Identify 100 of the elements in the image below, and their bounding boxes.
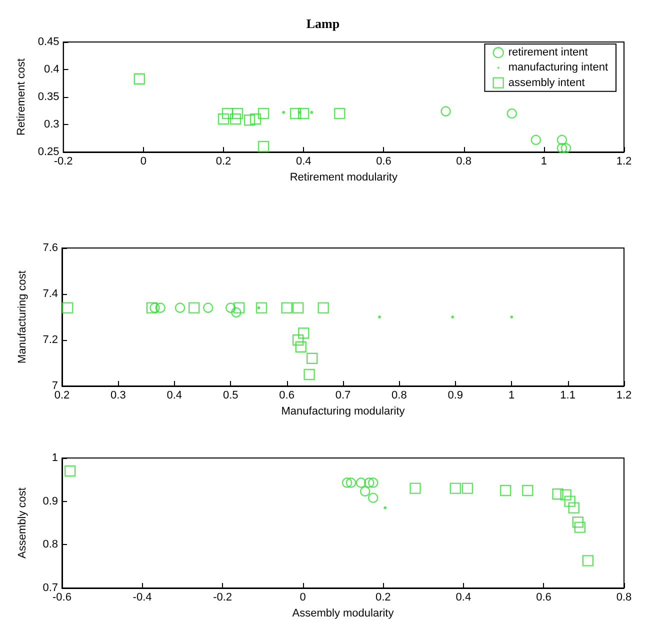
point [292,334,304,346]
point [506,108,517,119]
x-tick-label: 0.4 [456,592,472,604]
point [250,113,262,125]
point [510,316,514,318]
y-tick-label: 0.25 [38,146,60,158]
y-tick-label: 0.8 [42,538,58,551]
legend-label: manufacturing intent [508,62,608,74]
point [298,108,310,120]
point [231,307,242,318]
point [174,302,186,313]
x-tick-label: -0.6 [52,592,72,604]
x-tick-label: 1 [508,390,515,402]
point [226,302,236,313]
point [356,478,366,488]
point [155,302,166,313]
point [64,465,76,477]
point [304,368,315,380]
point [552,488,564,500]
y-axis-title: Assembly cost [16,488,28,558]
x-tick-label: 1.1 [560,390,576,402]
point [560,489,572,500]
point [378,316,382,318]
point [290,108,302,120]
x-tick-label: -0.2 [213,592,232,604]
point [318,302,329,314]
point [233,302,245,314]
point [188,302,200,314]
x-tick-label: 0.8 [392,390,407,402]
y-tick-label: 7 [52,380,58,392]
point [451,316,454,318]
y-tick-label: 0.7 [42,582,58,594]
x-tick-label: 1 [540,156,547,168]
point [368,492,378,503]
x-tick-label: 0.7 [335,390,351,402]
point [342,478,352,488]
x-tick-label: -0.2 [54,156,73,168]
point [292,302,304,314]
point [462,482,474,494]
point [564,496,576,507]
point [295,341,306,352]
point [258,140,270,152]
y-tick-label: 7.4 [42,288,58,300]
point [257,306,260,310]
x-tick-label: -0.4 [132,592,152,604]
point [346,478,356,488]
x-tick-label: 0.9 [448,390,464,402]
point [440,106,451,116]
y-tick-label: 0.4 [44,64,60,76]
x-tick-label: 0.4 [166,390,182,402]
point [522,484,534,496]
x-tick-label: 1.2 [616,156,632,168]
x-tick-label: 0.3 [110,390,126,402]
point [134,73,146,84]
point [360,486,370,496]
point [150,302,160,313]
y-axis-title: Manufacturing cost [16,270,28,364]
x-tick-label: 0.2 [375,592,391,604]
y-tick-label: 0.45 [38,36,60,48]
x-tick-label: 0 [140,156,146,168]
point [582,555,594,566]
point [568,502,580,514]
point [222,108,234,120]
point [244,114,256,126]
chart-title: Lamp [306,16,340,31]
point [364,478,374,488]
point [230,113,242,125]
x-tick-label: 0.8 [456,156,472,168]
x-axis-title: Retirement modularity [290,172,398,184]
point [530,134,541,145]
x-tick-label: 0.4 [296,156,312,168]
point [572,516,584,528]
point [146,302,158,314]
x-tick-label: 0.6 [279,390,294,402]
x-tick-label: 0 [300,592,306,604]
x-axis-title: Manufacturing modularity [281,406,406,418]
y-axis-title: Retirement cost [16,58,28,136]
y-tick-label: 7.2 [42,334,58,346]
point [500,484,512,496]
y-tick-label: 7.6 [42,242,58,254]
x-tick-label: 0.6 [376,156,392,168]
point [310,110,314,114]
y-tick-label: 0.3 [44,118,60,130]
y-tick-label: 0.35 [38,91,60,103]
point [281,302,292,314]
point [282,110,286,114]
y-tick-label: 0.9 [42,495,58,508]
point [574,522,586,533]
point [258,108,270,120]
point [62,302,74,314]
point [410,482,421,494]
point [218,113,230,125]
legend-label: assembly intent [508,76,585,89]
point [334,108,346,120]
x-tick-label: 0.2 [216,156,232,168]
x-tick-label: 0.5 [222,390,238,402]
x-tick-label: 0.8 [616,592,632,604]
point [450,482,461,494]
y-tick-label: 1 [52,452,58,464]
point [560,143,572,154]
